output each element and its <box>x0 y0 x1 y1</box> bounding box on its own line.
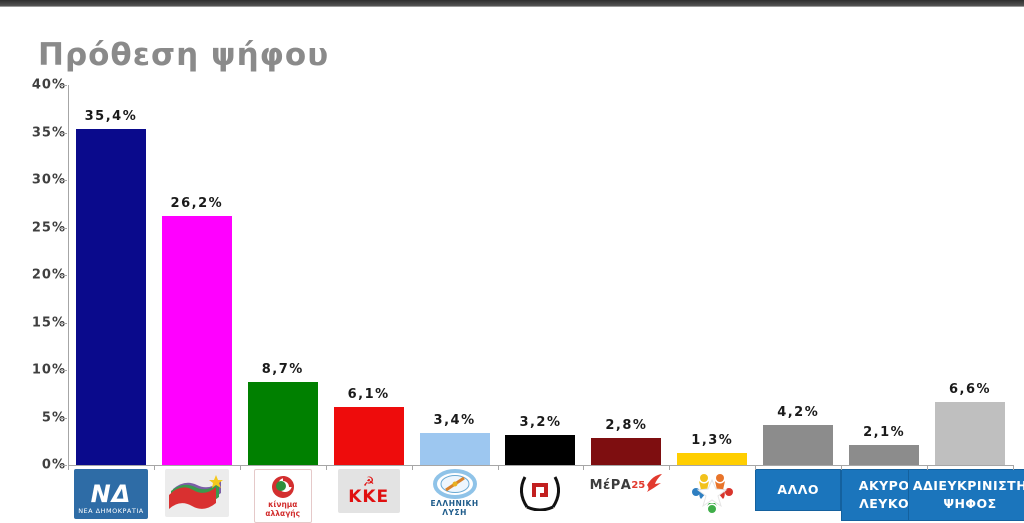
bar <box>763 425 834 465</box>
y-tick-mark <box>59 227 67 229</box>
kke-logo: ☭ ΚΚΕ <box>337 469 400 513</box>
category-slot <box>669 469 755 517</box>
bar-value-label: 6,1% <box>347 387 390 403</box>
y-tick-mark <box>59 417 67 419</box>
bar <box>849 445 920 465</box>
bar <box>677 452 748 465</box>
y-tick-mark <box>59 132 67 134</box>
category-slot: ΜέΡΑ 25 <box>583 469 669 501</box>
people-star-logo <box>686 469 739 517</box>
x-tick-mark <box>1013 465 1014 470</box>
nea-dimokratia-logo: ΝΔ ΝΕΑ ΔΗΜΟΚΡΑΤΙΑ <box>73 469 148 519</box>
x-tick-mark <box>669 465 671 470</box>
y-tick-label: 20% <box>31 267 66 283</box>
bar <box>247 382 318 465</box>
y-tick-mark <box>59 370 67 371</box>
y-tick-mark <box>59 180 67 181</box>
bar-value-label: 6,6% <box>949 382 992 398</box>
y-tick-label: 10% <box>31 362 66 378</box>
kke-label: ΚΚΕ <box>348 487 390 507</box>
bar <box>75 128 146 465</box>
window-top-edge <box>0 0 1024 7</box>
bar-value-label: 8,7% <box>261 362 304 378</box>
bar-column: 1,3% <box>669 433 755 465</box>
y-tick-label: 5% <box>41 410 66 425</box>
elliniki-lysi-compass-logo: ΕΛΛΗΝΙΚΗ ΛΥΣΗ <box>420 469 489 523</box>
kinima-allagis-logo: κίνημα αλλαγής <box>253 469 312 523</box>
y-tick-mark <box>59 322 67 324</box>
bar-value-label: 1,3% <box>691 432 734 448</box>
y-tick-label: 25% <box>31 220 66 235</box>
y-tick-label: 30% <box>31 172 66 188</box>
y-tick-label: 15% <box>31 315 66 330</box>
category-slot: ☭ ΚΚΕ <box>326 469 412 513</box>
bar <box>161 216 232 465</box>
mera25-number: 25 <box>631 479 646 491</box>
category-slot: ΑΔΙΕΥΚΡΙΝΙΣΤΗ ΨΗΦΟΣ <box>907 469 1024 521</box>
category-slot: ΕΛΛΗΝΙΚΗ ΛΥΣΗ <box>412 469 498 523</box>
bar-value-label: 3,2% <box>519 414 562 430</box>
x-tick-mark <box>68 465 69 470</box>
x-tick-mark <box>411 465 413 470</box>
x-tick-mark <box>841 465 843 470</box>
category-slot: κίνημα αλλαγής <box>240 469 326 523</box>
y-tick-mark <box>59 465 67 466</box>
x-tick-mark <box>153 465 155 470</box>
bar-column: 26,2% <box>154 196 240 465</box>
y-tick-label: 40% <box>31 77 66 93</box>
mera25-logo: ΜέΡΑ 25 <box>588 469 665 501</box>
bar-column: 4,2% <box>755 405 841 465</box>
mera25-label: ΜέΡΑ <box>589 477 632 493</box>
bar-column: 3,2% <box>498 415 584 465</box>
kinal-label: κίνημα αλλαγής <box>265 500 301 518</box>
category-label-box: ΑΛΛΟ <box>755 469 842 511</box>
x-tick-mark <box>497 465 499 470</box>
y-tick-label: 35% <box>31 125 66 140</box>
x-tick-mark <box>239 465 241 470</box>
bar-column: 2,8% <box>583 418 669 465</box>
category-slot <box>498 469 584 515</box>
bar-column: 8,7% <box>240 362 326 465</box>
bar-column: 3,4% <box>412 413 498 465</box>
bar-column: 2,1% <box>841 425 927 465</box>
meander-wreath-logo <box>511 469 570 515</box>
y-tick-mark <box>59 85 67 86</box>
category-slot <box>154 469 240 517</box>
bar <box>505 434 576 465</box>
x-tick-mark <box>755 465 757 470</box>
swallow-bird-icon <box>645 473 663 497</box>
page-title: Πρόθεση ψήφου <box>38 36 330 73</box>
bar-column: 6,1% <box>326 387 412 465</box>
bar-value-label: 2,8% <box>605 418 648 434</box>
bar-column: 35,4% <box>68 109 154 465</box>
y-tick-label: 0% <box>41 457 66 473</box>
category-slot: ΑΛΛΟ <box>755 469 842 511</box>
category-slot: ΝΔ ΝΕΑ ΔΗΜΟΚΡΑΤΙΑ <box>68 469 154 519</box>
bar-value-label: 35,4% <box>84 108 138 124</box>
y-tick-mark <box>59 275 67 276</box>
bar <box>935 402 1006 465</box>
nd-monogram: ΝΔ <box>90 480 132 508</box>
bar-value-label: 2,1% <box>863 425 906 441</box>
plot-area <box>68 85 1014 466</box>
bar-value-label: 3,4% <box>433 412 476 428</box>
bar <box>419 432 490 465</box>
bar-column: 6,6% <box>927 382 1013 465</box>
hammer-and-sickle-icon: ☭ <box>362 475 375 490</box>
elliniki-lysi-label: ΕΛΛΗΝΙΚΗ ΛΥΣΗ <box>430 499 479 518</box>
bar <box>591 438 662 465</box>
bar <box>333 407 404 465</box>
x-tick-mark <box>927 465 929 470</box>
category-label-box: ΑΔΙΕΥΚΡΙΝΙΣΤΗ ΨΗΦΟΣ <box>907 469 1024 521</box>
x-tick-mark <box>325 465 327 470</box>
syriza-flags-logo <box>164 469 229 517</box>
bar-value-label: 4,2% <box>777 405 820 421</box>
x-tick-mark <box>583 465 585 470</box>
nd-caption: ΝΕΑ ΔΗΜΟΚΡΑΤΙΑ <box>78 507 144 515</box>
bar-value-label: 26,2% <box>170 196 224 212</box>
